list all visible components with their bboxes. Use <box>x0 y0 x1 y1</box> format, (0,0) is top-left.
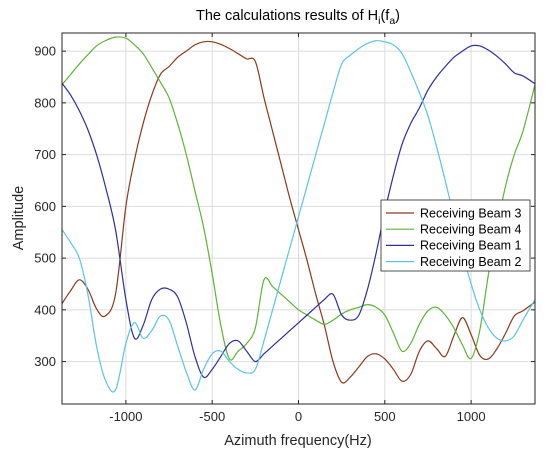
series-line-1 <box>62 40 535 384</box>
y-tick-label: 700 <box>34 147 56 162</box>
legend-entry-label: Receiving Beam 4 <box>420 223 521 237</box>
axis-ticks: -1000 -500 0 500 1000 300 400 500 600 700 800 900 <box>34 33 535 424</box>
x-tick-label: -500 <box>199 409 225 424</box>
y-tick-label: 900 <box>34 44 56 59</box>
series-line-2 <box>62 36 535 361</box>
series-line-3 <box>62 44 535 379</box>
y-axis-label: Amplitude <box>11 186 27 250</box>
x-axis-label: Azimuth frequency(Hz) <box>224 433 371 449</box>
x-tick-label: -1000 <box>109 409 142 424</box>
legend-entry-label: Receiving Beam 1 <box>420 239 521 253</box>
x-tick-label: 0 <box>295 409 302 424</box>
y-tick-label: 500 <box>34 251 56 266</box>
x-tick-label: 1000 <box>457 409 486 424</box>
chart-title: The calculations results of Hi(fa) <box>196 8 400 27</box>
y-tick-label: 400 <box>34 302 56 317</box>
legend: Receiving Beam 3 Receiving Beam 4 Receivin… <box>380 199 531 272</box>
y-tick-label: 600 <box>34 199 56 214</box>
y-tick-label: 800 <box>34 95 56 110</box>
y-tick-label: 300 <box>34 354 56 369</box>
legend-box <box>380 199 531 272</box>
x-tick-label: 500 <box>374 409 396 424</box>
legend-entry-label: Receiving Beam 2 <box>420 255 521 269</box>
legend-entry-label: Receiving Beam 3 <box>420 206 521 220</box>
